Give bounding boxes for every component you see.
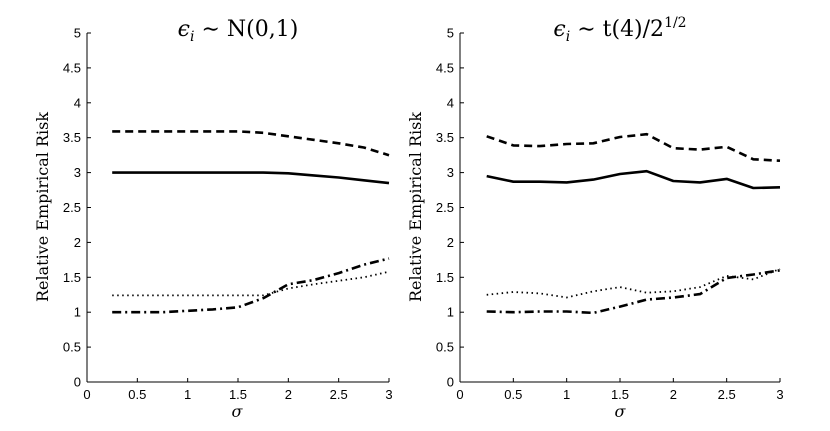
right-y-tick-label: 3.5 (436, 130, 454, 145)
right-y-tick-label: 2 (447, 235, 454, 250)
right-y-axis-label: Relative Empirical Risk (406, 112, 425, 302)
left-y-tick-label: 1 (74, 305, 81, 320)
right-panel: ϵi ∼ t(4)/21/2 Relative Empirical Risk σ… (406, 15, 784, 421)
right-chart-title: ϵi ∼ t(4)/21/2 (553, 15, 686, 45)
left-y-axis-label: Relative Empirical Risk (33, 112, 52, 302)
left-y-tick-label: 3.5 (63, 130, 81, 145)
right-x-tick-label: 0 (456, 387, 463, 402)
left-chart-title: ϵi ∼ N(0,1) (178, 17, 299, 45)
right-y-tick-label: 0 (447, 375, 454, 390)
left-series-dotted-line (112, 270, 390, 297)
left-y-tick-label: 2.5 (63, 200, 81, 215)
right-y-tick-label: 1.5 (436, 270, 454, 285)
left-x-axis-label: σ (232, 402, 244, 421)
right-y-tick-label: 1 (447, 305, 454, 320)
right-x-axis-label: σ (615, 402, 627, 421)
left-panel: ϵi ∼ N(0,1) Relative Empirical Risk σ 00… (33, 17, 393, 421)
left-y-tick-label: 1.5 (63, 270, 81, 285)
left-y-tick-label: 0.5 (63, 340, 81, 355)
right-x-tick-label: 1.5 (611, 387, 629, 402)
right-x-tick-label: 3 (776, 387, 783, 402)
left-x-tick-label: 1.5 (229, 387, 247, 402)
right-y-tick-label: 4 (447, 95, 454, 110)
right-x-tick-label: 2.5 (718, 387, 736, 402)
left-y-tick-label: 0 (74, 375, 81, 390)
right-y-tick-label: 4.5 (436, 60, 454, 75)
right-x-tick-label: 2 (670, 387, 677, 402)
left-x-tick-label: 2 (285, 387, 292, 402)
left-series-dashdot-line (112, 257, 390, 314)
left-y-tick-label: 4 (74, 95, 81, 110)
right-y-tick-label: 5 (447, 26, 454, 41)
right-series-dashdot-line (486, 269, 781, 315)
right-x-tick-label: 1 (563, 387, 570, 402)
left-series-solid-line (112, 171, 390, 185)
left-x-tick-label: 0 (83, 387, 90, 402)
right-y-tick-label: 0.5 (436, 340, 454, 355)
left-x-tick-label: 3 (385, 387, 392, 402)
left-x-tick-label: 2.5 (330, 387, 348, 402)
left-y-tick-label: 4.5 (63, 60, 81, 75)
left-y-tick-label: 2 (74, 235, 81, 250)
right-series-dashed-line (486, 132, 781, 162)
left-x-tick-label: 1 (184, 387, 191, 402)
right-x-tick-label: 0.5 (504, 387, 522, 402)
left-y-tick-label: 3 (74, 165, 81, 180)
left-x-tick-label: 0.5 (128, 387, 146, 402)
right-series-dotted-line (486, 268, 781, 299)
right-series-solid-line (486, 169, 781, 190)
left-y-tick-label: 5 (74, 26, 81, 41)
right-y-tick-label: 2.5 (436, 200, 454, 215)
right-y-tick-label: 3 (447, 165, 454, 180)
left-series-dashed-line (112, 130, 390, 157)
